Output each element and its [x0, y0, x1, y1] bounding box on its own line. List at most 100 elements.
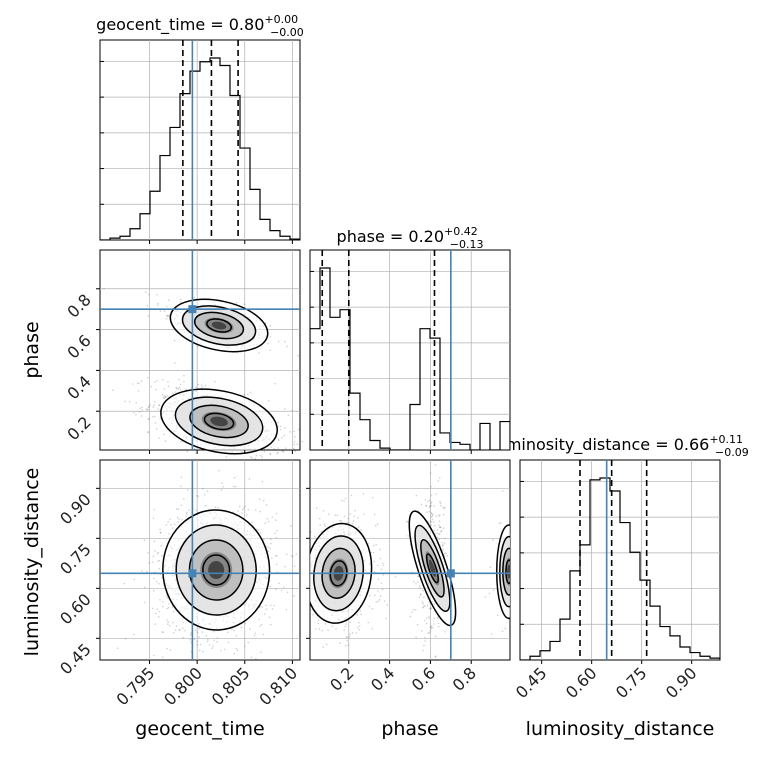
sample-point	[304, 582, 306, 584]
sample-point	[269, 336, 272, 338]
sample-point	[195, 495, 198, 497]
sample-point	[354, 664, 356, 666]
sample-point	[501, 630, 504, 633]
sample-point	[173, 339, 176, 342]
sample-point	[442, 544, 444, 546]
sample-point	[174, 362, 176, 364]
sample-point	[417, 581, 419, 583]
sample-point	[438, 520, 441, 523]
sample-point	[382, 564, 385, 567]
sample-point	[162, 396, 165, 399]
sample-point	[349, 621, 352, 624]
contour-2	[420, 539, 445, 598]
sample-point	[428, 510, 431, 513]
sample-point	[165, 305, 168, 308]
sample-point	[267, 546, 269, 548]
sample-point	[135, 413, 137, 416]
sample-point	[377, 564, 379, 567]
sample-point	[225, 456, 228, 458]
sample-point	[306, 544, 308, 546]
sample-point	[409, 615, 412, 618]
sample-point	[196, 631, 199, 634]
sample-point	[511, 542, 513, 544]
sample-point	[360, 528, 362, 531]
sample-point	[251, 521, 253, 523]
sample-point	[147, 431, 149, 434]
sample-point	[190, 448, 192, 451]
sample-point	[259, 625, 261, 627]
sample-point	[492, 539, 494, 541]
sample-point	[382, 574, 384, 576]
sample-point	[358, 621, 360, 624]
sample-point	[261, 456, 263, 458]
sample-point	[269, 623, 272, 626]
contour-2	[321, 547, 356, 599]
sample-point	[274, 519, 277, 521]
sample-point	[407, 535, 409, 537]
sample-point	[289, 431, 291, 433]
sample-point	[352, 520, 355, 522]
sample-point	[216, 641, 218, 643]
sample-point	[182, 636, 185, 639]
sample-point	[164, 396, 167, 399]
sample-point	[161, 576, 163, 579]
sample-point	[152, 654, 155, 657]
sample-point	[430, 524, 432, 527]
sample-point	[166, 395, 169, 397]
sample-point	[181, 627, 184, 629]
contour-0	[310, 522, 373, 624]
sample-point	[162, 379, 164, 381]
sample-point	[241, 512, 243, 514]
sample-point	[237, 510, 240, 512]
sample-point	[363, 513, 365, 515]
sample-point	[227, 641, 230, 644]
sample-point	[139, 407, 141, 410]
sample-point	[429, 472, 432, 474]
sample-point	[195, 509, 198, 512]
sample-point	[236, 649, 239, 652]
sample-point	[373, 513, 376, 516]
sample-point	[167, 621, 169, 623]
sample-point	[511, 554, 513, 556]
sample-point	[166, 596, 168, 599]
sample-point	[442, 506, 445, 509]
sample-point	[211, 647, 213, 650]
sample-point	[269, 585, 272, 588]
sample-point	[510, 572, 512, 574]
x-tick-label-luminosity_distance: 0.60	[562, 663, 601, 702]
sample-point	[440, 504, 442, 507]
sample-point	[167, 385, 170, 388]
sample-point	[167, 521, 169, 523]
sample-point	[325, 643, 328, 646]
sample-point	[244, 645, 246, 648]
sample-point	[157, 616, 160, 618]
sample-point	[183, 374, 185, 377]
sample-point	[436, 529, 439, 531]
sample-point	[183, 380, 185, 383]
contour-1	[181, 305, 257, 346]
sample-point	[283, 434, 286, 437]
density-phase-luminosity_distance	[304, 460, 513, 687]
sample-point	[146, 304, 149, 307]
sample-point	[339, 642, 341, 644]
sample-point	[175, 625, 178, 627]
sample-point	[152, 561, 154, 563]
sample-point	[433, 685, 435, 687]
sample-point	[265, 503, 268, 506]
sample-point	[163, 310, 166, 312]
sample-point	[282, 450, 284, 452]
sample-point	[440, 526, 442, 528]
sample-point	[147, 315, 150, 317]
sample-point	[290, 555, 293, 557]
contour-3	[202, 554, 231, 586]
sample-point	[446, 555, 449, 557]
sample-point	[255, 658, 257, 660]
sample-point	[180, 476, 183, 479]
truth-marker	[188, 569, 197, 578]
sample-point	[285, 553, 288, 555]
sample-point	[322, 509, 325, 512]
sample-point	[357, 526, 360, 529]
sample-point	[269, 547, 271, 549]
sample-point	[425, 504, 427, 507]
